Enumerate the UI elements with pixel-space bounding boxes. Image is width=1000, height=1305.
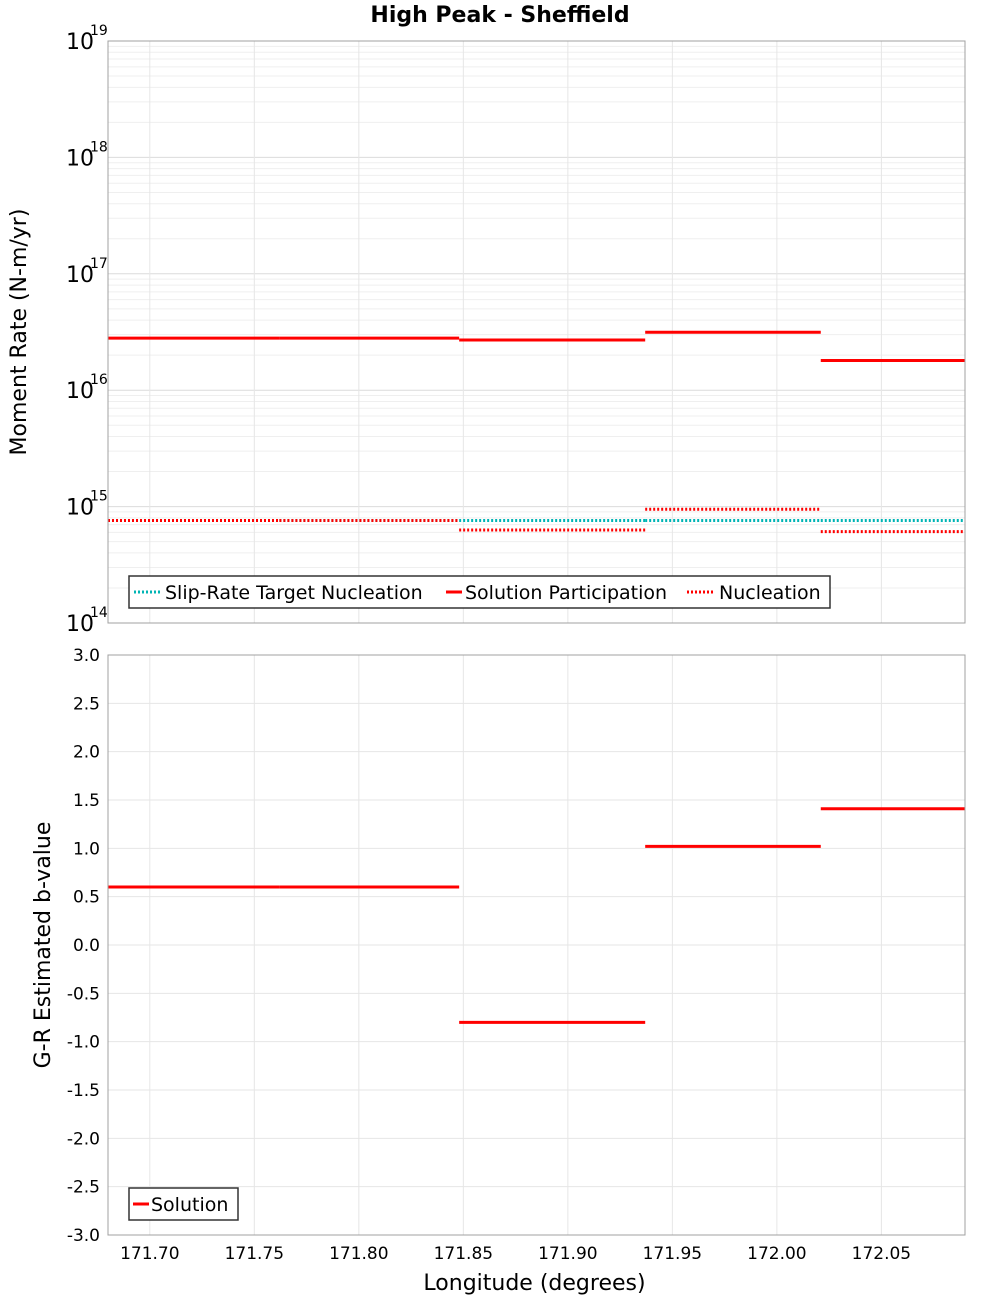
y-tick-label: 2.5 — [73, 694, 100, 714]
y-tick-label: -2.0 — [67, 1129, 100, 1149]
y-tick-label: 10 — [66, 30, 94, 55]
y-tick-label: 10 — [66, 612, 94, 637]
y-tick-label: 10 — [66, 146, 94, 171]
legend-label: Solution — [151, 1194, 228, 1216]
chart-title: High Peak - Sheffield — [370, 3, 629, 28]
y-tick-label: -2.5 — [67, 1178, 100, 1198]
legend-label: Solution Participation — [465, 582, 667, 604]
y-tick-label: 0.5 — [73, 888, 100, 908]
y-tick-exponent: 19 — [90, 23, 108, 39]
y-tick-label: 0.0 — [73, 936, 100, 956]
series-solution — [108, 807, 965, 1024]
y-tick-label: -3.0 — [67, 1226, 100, 1246]
y-tick-label: -1.5 — [67, 1081, 100, 1101]
x-tick-label: 171.70 — [120, 1244, 179, 1264]
y-tick-exponent: 15 — [90, 489, 108, 505]
x-tick-label: 171.85 — [434, 1244, 493, 1264]
y-tick-label: 10 — [66, 379, 94, 404]
y-tick-label: 10 — [66, 263, 94, 288]
legend-label: Slip-Rate Target Nucleation — [165, 582, 423, 604]
y-tick-label: 1.5 — [73, 791, 100, 811]
y-tick-label: 10 — [66, 496, 94, 521]
y-tick-label: 1.0 — [73, 839, 100, 859]
plot-area — [108, 41, 965, 623]
series-nucleation — [108, 507, 965, 534]
y-axis-label: Moment Rate (N-m/yr) — [7, 209, 32, 456]
legend: Solution — [128, 1187, 239, 1221]
x-tick-label: 172.00 — [747, 1244, 806, 1264]
legend-box — [128, 575, 831, 609]
x-tick-label: 172.05 — [852, 1244, 911, 1264]
y-tick-label: -0.5 — [67, 984, 100, 1004]
x-axis-label: Longitude (degrees) — [423, 1271, 645, 1296]
legend-label: Nucleation — [719, 582, 821, 604]
y-tick-label: 3.0 — [73, 646, 100, 666]
plot-border — [107, 40, 966, 624]
b-value-panel: -3.0 -2.5 -2.0 -1.5 -1.0 -0.5 0.0 0.5 1.0 1.5 2.0 2… — [31, 646, 966, 1296]
y-tick-exponent: 17 — [90, 256, 108, 272]
y-axis-label: G-R Estimated b-value — [31, 822, 56, 1069]
y-tick-exponent: 18 — [90, 139, 108, 155]
series-solution-participation — [108, 330, 965, 362]
y-tick-label: 2.0 — [73, 743, 100, 763]
y-tick-exponent: 16 — [90, 372, 108, 388]
x-tick-label: 171.80 — [329, 1244, 388, 1264]
y-tick-exponent: 14 — [90, 605, 108, 621]
x-tick-label: 171.95 — [643, 1244, 702, 1264]
x-tick-label: 171.90 — [538, 1244, 597, 1264]
plot-border — [107, 654, 966, 1236]
legend: Slip-Rate Target Nucleation Solution Part… — [128, 575, 831, 609]
x-tick-label: 171.75 — [225, 1244, 284, 1264]
y-tick-label: -1.0 — [67, 1033, 100, 1053]
